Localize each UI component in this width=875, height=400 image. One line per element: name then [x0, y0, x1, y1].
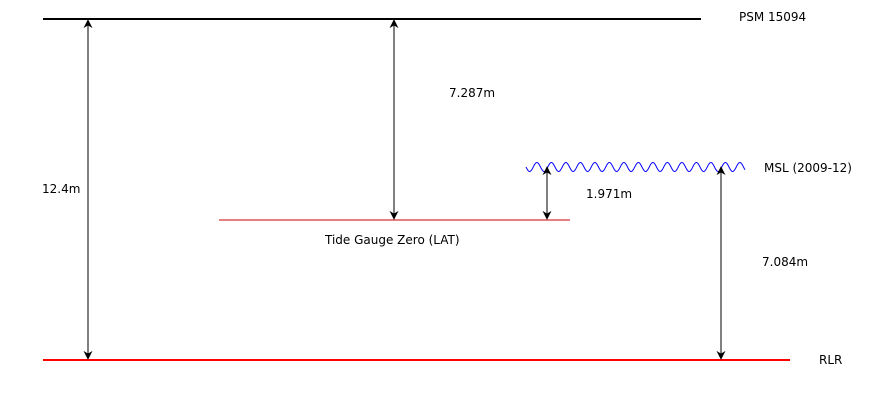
tide-gauge-zero-label: Tide Gauge Zero (LAT): [325, 233, 460, 247]
psm-label: PSM 15094: [739, 10, 807, 24]
msl-label: MSL (2009-12): [764, 161, 852, 175]
msl-wave-line: [525, 162, 746, 172]
measurement-psm-to-tgz: 7.287m: [449, 86, 496, 100]
measurement-msl-to-tgz: 1.971m: [586, 187, 633, 201]
measurement-msl-to-rlr: 7.084m: [762, 255, 809, 269]
measurement-psm-to-rlr: 12.4m: [42, 182, 81, 196]
rlr-label: RLR: [819, 353, 843, 367]
